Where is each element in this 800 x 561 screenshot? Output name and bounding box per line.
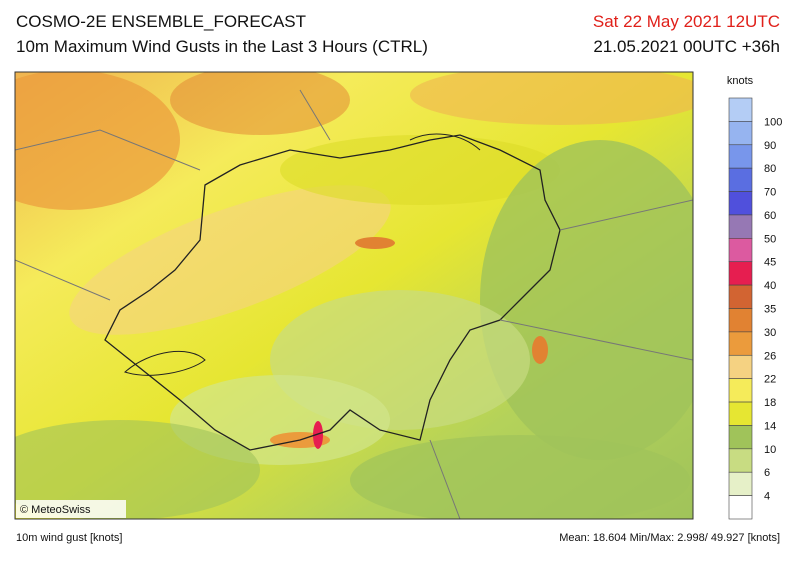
field-label: 10m wind gust [knots] <box>16 532 123 544</box>
legend-swatch <box>728 331 753 356</box>
legend-swatch <box>728 284 753 309</box>
run-time: 21.05.2021 00UTC +36h <box>593 37 780 56</box>
legend-label: 10 <box>764 444 776 456</box>
legend-label: 14 <box>764 420 776 432</box>
legend-label: 30 <box>764 327 776 339</box>
map-frame <box>14 71 694 520</box>
legend-swatch <box>728 471 753 496</box>
legend-swatch <box>728 495 753 520</box>
credit: © MeteoSwiss <box>20 504 91 516</box>
legend: knots 100 90 80 70 60 50 45 40 35 30 26 22 18 14 10 6 4 <box>727 75 782 520</box>
subtitle: 10m Maximum Wind Gusts in the Last 3 Hou… <box>16 37 428 56</box>
legend-label: 90 <box>764 140 776 152</box>
legend-swatch <box>728 144 753 169</box>
legend-swatch <box>728 214 753 239</box>
legend-label: 40 <box>764 280 776 292</box>
legend-label: 6 <box>764 467 770 479</box>
legend-swatch <box>728 191 753 216</box>
map-field <box>15 72 693 519</box>
legend-swatch <box>728 308 753 333</box>
legend-label: 35 <box>764 304 776 316</box>
legend-label: 26 <box>764 350 776 362</box>
legend-swatch <box>728 378 753 403</box>
legend-swatch <box>728 354 753 379</box>
legend-label: 50 <box>764 233 776 245</box>
legend-label: 45 <box>764 257 776 269</box>
legend-swatch <box>728 448 753 473</box>
title: COSMO-2E ENSEMBLE_FORECAST <box>16 12 307 31</box>
legend-label: 100 <box>764 116 782 128</box>
valid-time: Sat 22 May 2021 12UTC <box>592 12 780 31</box>
statistics: Mean: 18.604 Min/Max: 2.998/ 49.927 [kno… <box>559 532 780 544</box>
legend-label: 18 <box>764 397 776 409</box>
legend-label: 22 <box>764 374 776 386</box>
legend-swatch <box>728 401 753 426</box>
legend-label: 70 <box>764 187 776 199</box>
legend-swatch <box>728 121 753 146</box>
legend-swatch <box>728 238 753 263</box>
legend-label: 4 <box>764 491 770 503</box>
legend-swatch <box>728 97 753 122</box>
legend-label: 80 <box>764 163 776 175</box>
legend-title: knots <box>727 75 754 87</box>
legend-label: 60 <box>764 210 776 222</box>
legend-swatch <box>728 425 753 450</box>
legend-swatch <box>728 167 753 192</box>
credit-box <box>16 500 126 518</box>
legend-swatch <box>728 261 753 286</box>
